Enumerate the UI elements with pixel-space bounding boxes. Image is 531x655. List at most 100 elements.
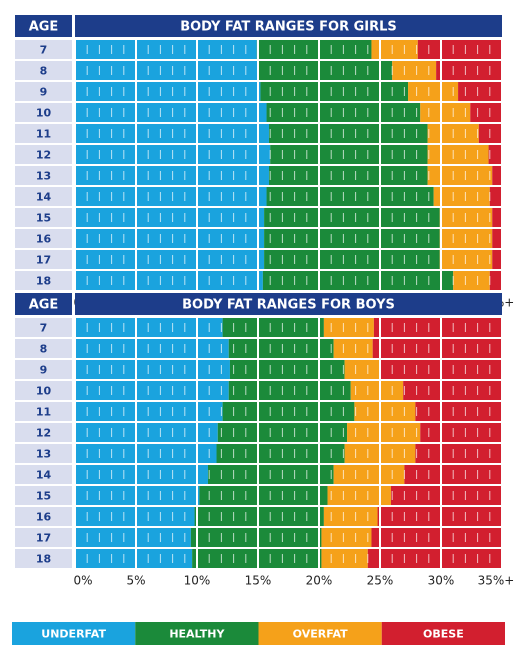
age-header [15,293,72,315]
bar-segment [256,40,372,59]
bar-segment [75,208,265,227]
bar-segment [258,61,393,80]
age-value: 14 [36,469,52,482]
age-cell [15,40,72,59]
bar-segment [333,339,373,358]
age-cell [15,507,72,526]
bar-segment [75,528,191,547]
bar-segment [75,82,261,101]
bar-segment [350,381,404,400]
bar-segment [436,61,502,80]
age-value: 10 [36,107,52,120]
age-value: 11 [36,128,51,141]
bar-segment [75,465,208,484]
bar-segment [478,124,502,143]
age-cell [15,528,72,547]
x-tick-label: 25% [367,574,394,588]
bar-segment [492,250,502,269]
age-header [15,15,72,37]
age-value: 16 [36,511,52,524]
x-tick-label: 5% [126,574,145,588]
bar-segment [321,528,372,547]
legend-swatch [135,622,259,645]
bar-segment [75,250,265,269]
bar-segment [439,250,493,269]
bar-segment [415,402,502,421]
bar-segment [266,187,434,206]
x-tick-label: 15% [245,574,272,588]
bar-segment [194,507,324,526]
bar-segment [489,187,502,206]
bar-segment [207,465,334,484]
age-cell [15,402,72,421]
bar-segment [470,103,502,122]
age-cell [15,82,72,101]
age-label: AGE [29,298,59,313]
bar-segment [327,486,391,505]
age-value: 12 [36,427,51,440]
age-value: 17 [36,532,51,545]
bar-segment [420,103,471,122]
bar-segment [347,423,421,442]
age-label: AGE [29,20,59,35]
bar-segment [75,318,223,337]
x-tick-label: 0% [73,574,92,588]
legend-label: OBESE [423,628,464,641]
bar-segment [392,61,437,80]
age-value: 16 [36,233,52,246]
age-cell [15,444,72,463]
age-value: 13 [36,448,51,461]
age-cell [15,465,72,484]
age-cell [15,360,72,379]
bar-segment [75,61,258,80]
bar-segment [192,549,322,568]
age-cell [15,271,72,290]
bar-segment [228,339,334,358]
bar-segment [344,360,380,379]
bar-segment [371,528,502,547]
age-cell [15,486,72,505]
age-cell [15,318,72,337]
age-value: 9 [40,86,48,99]
age-value: 8 [40,343,48,356]
bar-segment [222,402,355,421]
bar-segment [371,40,418,59]
age-value: 18 [36,553,51,566]
bar-segment [268,124,428,143]
bar-segment [439,229,493,248]
bar-segment [75,486,200,505]
bar-segment [75,166,269,185]
legend-swatch [381,622,505,645]
bar-segment [75,40,257,59]
age-value: 7 [40,44,48,57]
age-cell [15,61,72,80]
age-value: 15 [36,490,51,503]
age-cell [15,423,72,442]
bar-segment [377,507,502,526]
age-value: 15 [36,212,51,225]
bar-segment [427,145,489,164]
age-cell [15,124,72,143]
bar-segment [75,402,223,421]
age-value: 13 [36,170,51,183]
bar-segment [190,528,322,547]
bar-segment [415,444,502,463]
bar-segment [229,360,345,379]
age-cell [15,166,72,185]
title-bar [75,293,502,315]
legend-swatch [12,622,136,645]
bar-segment [453,271,490,290]
bar-segment [264,229,440,248]
age-value: 17 [36,254,51,267]
bar-segment [75,507,195,526]
bar-segment [270,145,428,164]
age-cell [15,145,72,164]
bar-segment [489,271,502,290]
bar-segment [268,166,428,185]
bar-segment [323,507,378,526]
age-cell [15,229,72,248]
chart-title: BODY FAT RANGES FOR BOYS [182,298,395,313]
x-tick-label: 35%+ [478,574,515,588]
